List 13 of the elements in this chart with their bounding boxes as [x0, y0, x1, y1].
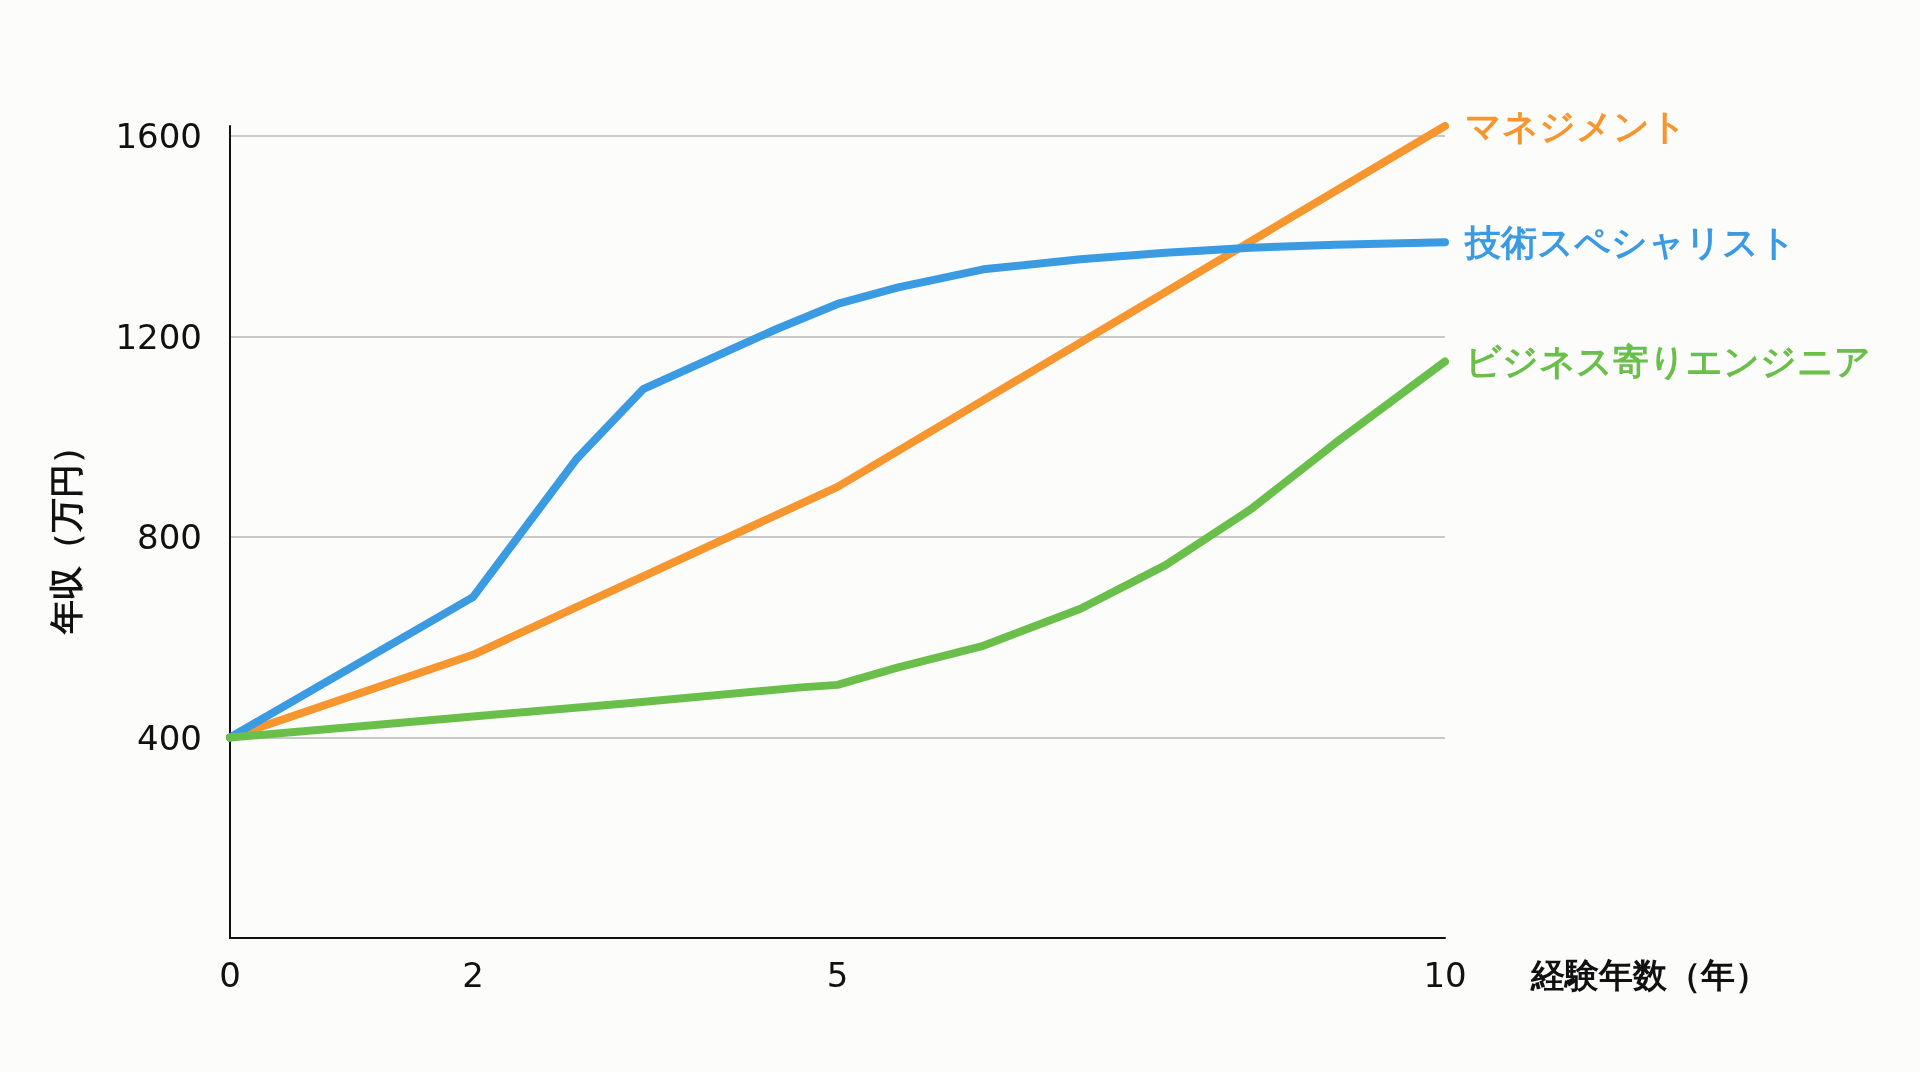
y-tick-label: 1600	[115, 116, 202, 157]
series-label: ビジネス寄りエンジニア	[1465, 341, 1871, 383]
x-axis-title: 経験年数（年）	[1530, 955, 1769, 995]
series-label: マネジメント	[1465, 105, 1687, 147]
x-tick-label: 0	[219, 955, 241, 995]
x-tick-label: 10	[1423, 955, 1467, 995]
series-label: 技術スペシャリスト	[1463, 221, 1796, 263]
y-tick-label: 400	[137, 717, 202, 758]
x-tick-label: 5	[826, 955, 849, 995]
y-tick-label: 800	[137, 517, 202, 558]
x-tick-label: 2	[462, 955, 484, 995]
y-tick-label: 1200	[115, 316, 202, 357]
y-axis-title: 年収（万円）	[46, 430, 86, 635]
